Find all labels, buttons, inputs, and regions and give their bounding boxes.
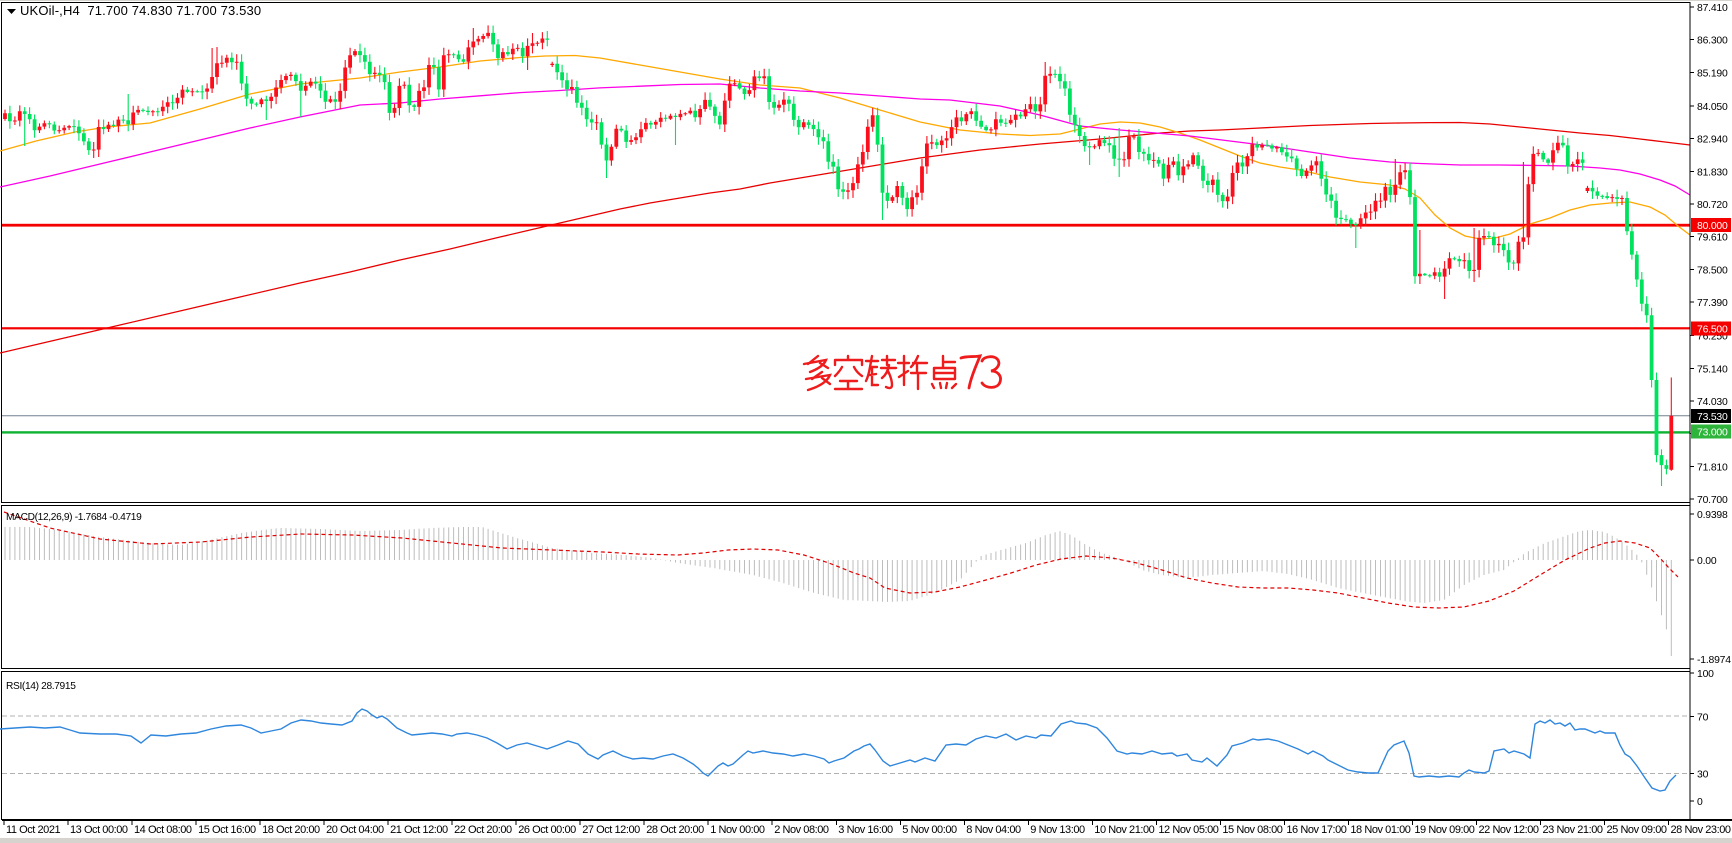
svg-text:3 Nov 16:00: 3 Nov 16:00: [838, 824, 893, 836]
svg-text:70.700: 70.700: [1697, 495, 1728, 506]
svg-text:10 Nov 21:00: 10 Nov 21:00: [1094, 824, 1154, 836]
svg-text:11 Oct 2021: 11 Oct 2021: [6, 824, 60, 836]
svg-text:19 Nov 09:00: 19 Nov 09:00: [1414, 824, 1474, 836]
svg-text:9 Nov 13:00: 9 Nov 13:00: [1030, 824, 1085, 836]
svg-text:12 Nov 05:00: 12 Nov 05:00: [1158, 824, 1218, 836]
svg-text:28 Nov 23:00: 28 Nov 23:00: [1671, 824, 1731, 836]
svg-text:0.00: 0.00: [1697, 556, 1717, 567]
svg-text:75.140: 75.140: [1697, 364, 1728, 375]
svg-text:18 Oct 20:00: 18 Oct 20:00: [262, 824, 320, 836]
svg-text:15 Oct 16:00: 15 Oct 16:00: [198, 824, 256, 836]
svg-text:5 Nov 00:00: 5 Nov 00:00: [902, 824, 957, 836]
svg-text:74.030: 74.030: [1697, 397, 1728, 408]
svg-text:86.300: 86.300: [1697, 36, 1728, 47]
svg-text:25 Nov 09:00: 25 Nov 09:00: [1607, 824, 1667, 836]
svg-text:28 Oct 20:00: 28 Oct 20:00: [646, 824, 704, 836]
svg-text:26 Oct 00:00: 26 Oct 00:00: [518, 824, 576, 836]
svg-text:1 Nov 00:00: 1 Nov 00:00: [710, 824, 765, 836]
svg-text:13 Oct 00:00: 13 Oct 00:00: [70, 824, 128, 836]
svg-text:0: 0: [1697, 797, 1703, 808]
svg-text:UKOil-,H4 71.700 74.830 71.70: UKOil-,H4 71.700 74.830 71.700 73.530: [20, 3, 261, 18]
svg-text:27 Oct 12:00: 27 Oct 12:00: [582, 824, 640, 836]
svg-text:30: 30: [1697, 770, 1709, 781]
svg-text:87.410: 87.410: [1697, 3, 1728, 14]
svg-text:22 Nov 12:00: 22 Nov 12:00: [1479, 824, 1539, 836]
svg-text:76.500: 76.500: [1697, 324, 1728, 335]
svg-text:23 Nov 21:00: 23 Nov 21:00: [1543, 824, 1603, 836]
svg-text:73.000: 73.000: [1697, 427, 1728, 438]
svg-text:85.190: 85.190: [1697, 68, 1728, 79]
svg-text:-1.8974: -1.8974: [1697, 655, 1731, 666]
svg-text:71.810: 71.810: [1697, 462, 1728, 473]
svg-text:73.530: 73.530: [1697, 412, 1728, 423]
svg-text:80.000: 80.000: [1697, 221, 1728, 232]
svg-text:2 Nov 08:00: 2 Nov 08:00: [774, 824, 829, 836]
svg-text:76.250: 76.250: [1697, 332, 1728, 343]
svg-text:81.830: 81.830: [1697, 167, 1728, 178]
svg-text:15 Nov 08:00: 15 Nov 08:00: [1222, 824, 1282, 836]
svg-text:14 Oct 08:00: 14 Oct 08:00: [134, 824, 192, 836]
svg-text:20 Oct 04:00: 20 Oct 04:00: [326, 824, 384, 836]
svg-text:21 Oct 12:00: 21 Oct 12:00: [390, 824, 448, 836]
svg-text:RSI(14) 28.7915: RSI(14) 28.7915: [6, 681, 76, 692]
svg-text:78.500: 78.500: [1697, 265, 1728, 276]
svg-text:70: 70: [1697, 712, 1709, 723]
svg-text:18 Nov 01:00: 18 Nov 01:00: [1350, 824, 1410, 836]
svg-text:MACD(12,26,9) -1.7684 -0.4719: MACD(12,26,9) -1.7684 -0.4719: [6, 512, 142, 523]
svg-text:0.9398: 0.9398: [1697, 510, 1728, 521]
svg-text:8 Nov 04:00: 8 Nov 04:00: [966, 824, 1021, 836]
svg-text:80.720: 80.720: [1697, 200, 1728, 211]
svg-text:84.050: 84.050: [1697, 102, 1728, 113]
svg-text:77.390: 77.390: [1697, 298, 1728, 309]
svg-text:100: 100: [1697, 669, 1714, 680]
svg-text:82.940: 82.940: [1697, 135, 1728, 146]
svg-text:16 Nov 17:00: 16 Nov 17:00: [1286, 824, 1346, 836]
svg-text:79.610: 79.610: [1697, 233, 1728, 244]
svg-text:22 Oct 20:00: 22 Oct 20:00: [454, 824, 512, 836]
